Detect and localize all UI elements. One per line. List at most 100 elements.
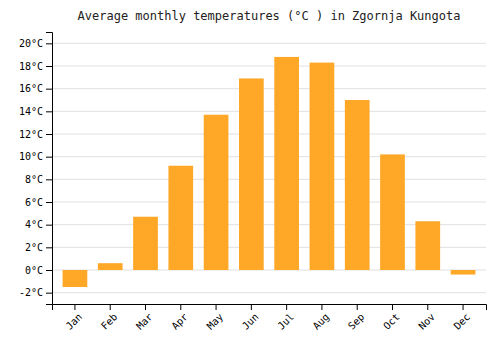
x-tick: Jun [240,304,261,332]
x-tick: Jan [64,304,85,332]
y-tick-mark [46,270,52,271]
y-tick: 20°C [19,38,52,49]
bar [239,78,264,270]
y-tick-label: 8°C [25,174,43,185]
x-tick-label: Jun [240,311,261,332]
x-tick-mark [216,304,217,310]
x-tick-mark [427,304,428,310]
grid-line [52,134,486,135]
y-tick-label: 12°C [19,129,43,140]
x-axis: Jan Feb Mar Apr May Jun Jul Aug Sep Oct Nov Dec [53,304,487,332]
x-tick-mark [286,304,287,310]
x-tick-label: Dec [452,311,473,332]
y-tick: 16°C [19,83,52,94]
bar [380,154,405,270]
bar [415,221,440,270]
plot: -2°C 0°C 2°C 4°C 6°C 8°C 10°C 12°C 14°C 16°C 18°C 2… [19,33,487,332]
x-tick-label: Aug [311,311,332,332]
x-tick-label: Mar [134,311,155,332]
y-tick-mark [46,225,52,226]
y-tick: 14°C [19,106,52,117]
y-tick-mark [46,89,52,90]
x-tick-label: Feb [99,311,120,332]
grid-line [52,292,486,293]
x-tick-mark [74,304,75,310]
x-tick: Sep [346,304,367,332]
chart: -2°C 0°C 2°C 4°C 6°C 8°C 10°C 12°C 14°C 16°C 18°C 2… [0,0,500,350]
y-tick: -2°C [19,287,52,298]
bars [63,57,476,287]
x-tick: Oct [381,304,402,332]
y-tick: 6°C [25,197,52,208]
y-tick-label: 14°C [19,106,43,117]
bar [451,270,476,275]
x-tick-mark [251,304,252,310]
grid-line [52,202,486,203]
y-axis: -2°C 0°C 2°C 4°C 6°C 8°C 10°C 12°C 14°C 16°C 18°C 2… [19,33,53,305]
x-tick-mark [180,304,181,310]
y-tick-mark [46,111,52,112]
y-tick: 18°C [19,61,52,72]
x-tick-mark [392,304,393,310]
y-tick-mark [46,134,52,135]
x-tick: Feb [99,304,120,332]
bar [98,263,123,270]
x-tick: Apr [169,304,190,332]
grid [52,43,486,292]
y-tick: 4°C [25,219,52,230]
y-tick: 0°C [25,265,52,276]
y-tick-mark [46,247,52,248]
grid-line [52,88,486,89]
y-tick: 2°C [25,242,52,253]
y-tick-mark [46,43,52,44]
grid-line [52,66,486,67]
title: Average monthly temperatures (°C ) in Zg… [78,9,461,23]
x-tick-label: Sep [346,311,367,332]
x-tick-mark [110,304,111,310]
y-tick-mark [46,66,52,67]
x-tick-label: Jul [275,311,296,332]
bar [63,270,88,287]
bar [274,57,299,270]
bar [168,166,193,270]
y-tick-mark [46,202,52,203]
x-tick: Jul [275,304,296,332]
x-tick: Mar [134,304,155,332]
y-tick-label: 18°C [19,61,43,72]
y-tick-label: -2°C [19,287,43,298]
y-tick-label: 0°C [25,265,43,276]
grid-line [52,179,486,180]
x-tick-label: May [205,311,226,332]
y-tick: 10°C [19,151,52,162]
x-tick-mark [357,304,358,310]
y-tick: 12°C [19,129,52,140]
bar [204,115,229,270]
y-tick-mark [46,157,52,158]
x-tick-mark [321,304,322,310]
grid-line [52,156,486,157]
grid-line [52,43,486,44]
y-axis-line [46,33,53,305]
y-tick-label: 6°C [25,197,43,208]
x-tick-label: Nov [416,311,437,332]
bar [345,100,370,270]
bar [310,63,335,270]
x-tick: Dec [452,304,473,332]
y-tick-mark [46,293,52,294]
y-tick-label: 16°C [19,83,43,94]
x-tick: May [205,304,226,332]
y-tick-mark [46,179,52,180]
y-tick: 8°C [25,174,52,185]
bar [133,217,158,270]
x-tick-mark [463,304,464,310]
x-tick-label: Apr [169,311,190,332]
x-tick-label: Oct [381,311,402,332]
grid-line [52,111,486,112]
y-tick-label: 10°C [19,151,43,162]
x-tick-mark [145,304,146,310]
x-tick: Nov [416,304,437,332]
x-tick-label: Jan [64,311,85,332]
y-tick-label: 20°C [19,38,43,49]
x-axis-line [53,305,487,311]
y-tick-label: 4°C [25,219,43,230]
